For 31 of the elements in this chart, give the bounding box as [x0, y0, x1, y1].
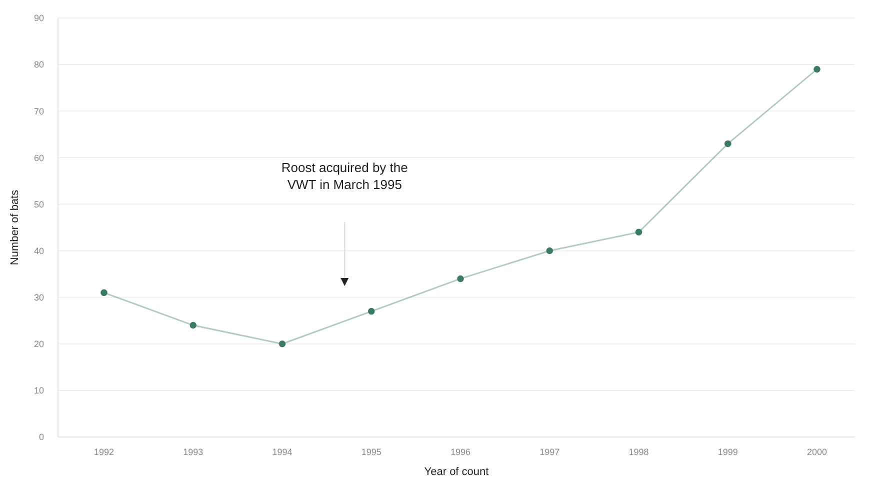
point — [278, 340, 286, 348]
x-tick-label: 1999 — [718, 447, 738, 457]
point — [724, 140, 732, 148]
x-tick-label: 1993 — [183, 447, 204, 457]
y-tick-label: 60 — [34, 152, 44, 163]
x-tick-label: 1992 — [94, 447, 114, 457]
y-tick-label: 50 — [34, 199, 44, 210]
y-tick-label: 40 — [34, 246, 44, 256]
y-tick-label: 20 — [34, 339, 44, 350]
x-tick-label: 1996 — [450, 447, 471, 457]
y-tick-label: 0 — [38, 432, 44, 442]
point — [635, 228, 642, 236]
annotation: Roost acquired by the VWT in March 1995 — [281, 160, 408, 192]
x-tick-label: 2000 — [806, 447, 828, 457]
x-tick-label: 1997 — [540, 447, 560, 457]
y-tick-label: 10 — [34, 386, 44, 396]
point — [457, 275, 464, 282]
y-tick-label: 30 — [34, 292, 44, 302]
x-axis-title: Year of count — [424, 466, 489, 478]
y-axis-title: Number of bats — [9, 189, 21, 266]
point — [546, 247, 554, 254]
point — [100, 289, 108, 296]
y-tick-label: 90 — [34, 13, 44, 24]
point — [368, 308, 375, 315]
x-tick-label: 1995 — [361, 447, 382, 457]
point — [190, 322, 197, 329]
y-tick-label: 80 — [34, 60, 44, 70]
x-tick-label: 1998 — [628, 447, 649, 457]
point — [814, 66, 820, 73]
y-tick-label: 70 — [34, 106, 44, 116]
x-tick-label: 1994 — [272, 447, 292, 457]
